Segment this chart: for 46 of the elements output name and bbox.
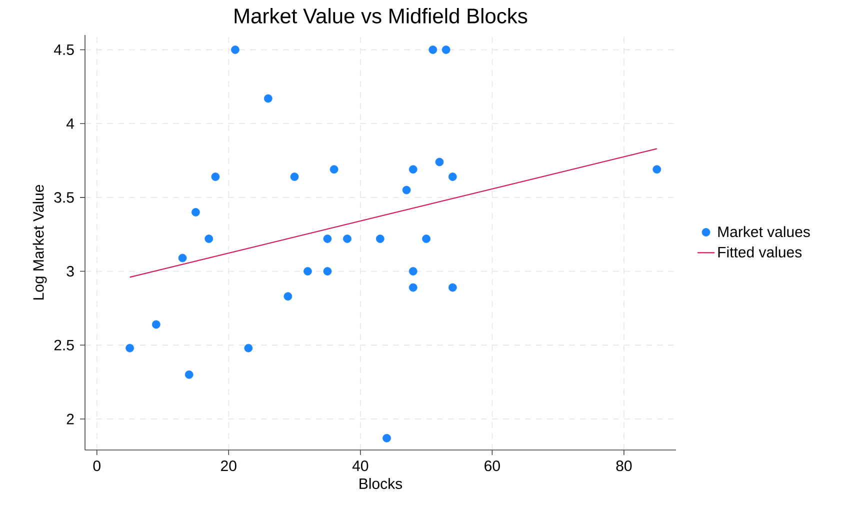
point: [408, 165, 418, 174]
point: [152, 320, 160, 329]
point: [402, 186, 411, 194]
point: [376, 234, 384, 243]
x-tick-label: 40: [352, 460, 368, 472]
point: [323, 267, 332, 276]
point: [284, 292, 292, 301]
point: [211, 172, 220, 181]
point: [244, 344, 253, 352]
point: [422, 234, 430, 243]
point: [330, 165, 338, 174]
x-tick-label: 20: [221, 460, 236, 472]
x-axis-title: Blocks: [360, 478, 402, 490]
legend-label: Fitted values: [718, 246, 802, 258]
point: [231, 46, 240, 54]
point: [178, 254, 187, 262]
y-tick-label: 3: [66, 266, 74, 277]
y-axis-title: Log Market Value: [32, 184, 47, 300]
point: [184, 370, 194, 379]
x-tick-label: 60: [484, 460, 500, 472]
legend-label: Market values: [718, 226, 810, 238]
point: [448, 283, 457, 292]
point: [343, 234, 352, 243]
point: [442, 46, 450, 54]
point: [126, 344, 134, 352]
y-tick-label: 3.5: [54, 192, 74, 203]
point: [323, 234, 332, 243]
y-tick-label: 4: [66, 118, 74, 129]
point: [408, 283, 418, 292]
point: [652, 165, 662, 174]
point: [435, 158, 444, 166]
point: [204, 234, 214, 243]
x-tick-label: 0: [93, 460, 100, 472]
y-tick-label: 2.5: [54, 340, 74, 350]
point: [304, 267, 312, 276]
chart-title: Market Value vs Midfield Blocks: [234, 8, 528, 24]
x-tick-label: 80: [616, 460, 632, 472]
point: [264, 94, 272, 103]
point: [428, 46, 438, 54]
point: [448, 172, 457, 181]
point: [408, 267, 418, 276]
point: [382, 434, 391, 442]
y-tick-label: 4.5: [54, 44, 74, 55]
y-tick-label: 2: [66, 414, 74, 424]
point: [290, 172, 299, 181]
point: [191, 208, 200, 216]
